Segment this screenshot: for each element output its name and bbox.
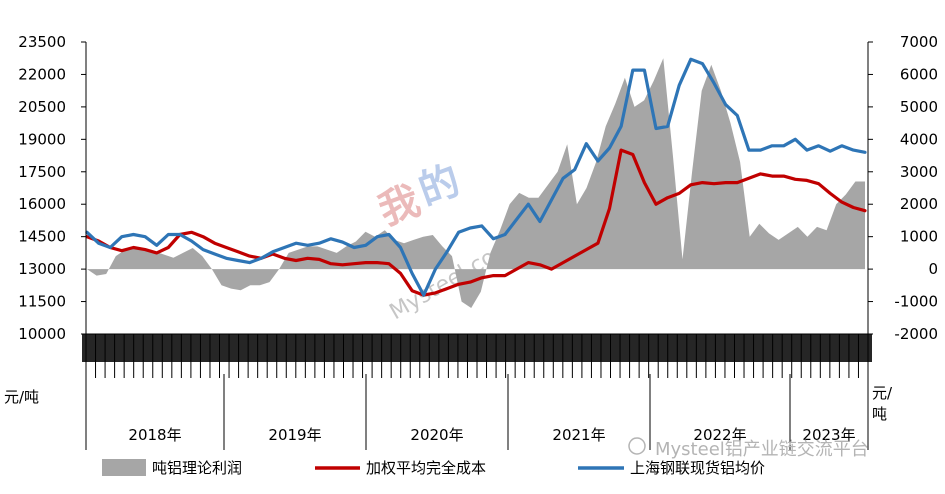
price-lines-layer bbox=[85, 57, 867, 297]
legend-label-cost: 加权平均完全成本 bbox=[366, 459, 486, 477]
left-tick-label: 11500 bbox=[18, 293, 66, 311]
right-tick-label: -1000 bbox=[894, 293, 938, 311]
year-label: 2022年 bbox=[693, 426, 746, 444]
brand-text: Mysteel铝产业链交流平台 bbox=[655, 439, 869, 460]
left-axis-ticks: 23500 22000 20500 19000 17500 16000 14500 13000… bbox=[18, 33, 86, 343]
left-tick-label: 19000 bbox=[18, 130, 66, 148]
year-label: 2023年 bbox=[802, 426, 855, 444]
right-axis-unit-label-1: 元/ bbox=[872, 384, 893, 402]
right-tick-label: 3000 bbox=[900, 163, 938, 181]
profit-area-layer bbox=[87, 58, 865, 309]
left-tick-label: 23500 bbox=[18, 33, 66, 51]
wechat-icon bbox=[628, 437, 646, 455]
legend-swatch-profit bbox=[102, 459, 146, 476]
legend-label-price: 上海钢联现货铝均价 bbox=[630, 459, 765, 477]
watermark-logo-char-2: 的 bbox=[413, 157, 466, 214]
left-tick-label: 13000 bbox=[18, 260, 66, 278]
right-tick-label: 2000 bbox=[900, 195, 938, 213]
series-price-line bbox=[85, 57, 867, 297]
right-tick-label: 4000 bbox=[900, 130, 938, 148]
legend-label-profit: 吨铝理论利润 bbox=[152, 459, 242, 477]
left-tick-label: 16000 bbox=[18, 195, 66, 213]
right-tick-label: 7000 bbox=[900, 33, 938, 51]
year-label: 2020年 bbox=[410, 426, 463, 444]
brand-watermark: Mysteel铝产业链交流平台 bbox=[628, 437, 869, 460]
left-tick-label: 22000 bbox=[18, 65, 66, 83]
left-tick-label: 14500 bbox=[18, 228, 66, 246]
legend: 吨铝理论利润 加权平均完全成本 上海钢联现货铝均价 bbox=[102, 459, 765, 477]
series-profit-area bbox=[87, 58, 865, 309]
right-tick-label: 0 bbox=[928, 260, 938, 278]
right-tick-label: 6000 bbox=[900, 65, 938, 83]
x-axis-band: 2018年 2019年 2020年 2021年 2022年 2023年 bbox=[82, 334, 872, 450]
right-tick-label: -2000 bbox=[894, 325, 938, 343]
left-tick-label: 10000 bbox=[18, 325, 66, 343]
right-tick-label: 1000 bbox=[900, 228, 938, 246]
right-tick-label: 5000 bbox=[900, 98, 938, 116]
left-tick-label: 17500 bbox=[18, 163, 66, 181]
year-label: 2019年 bbox=[268, 426, 321, 444]
series-cost-line bbox=[85, 148, 867, 297]
right-axis-unit-label-2: 吨 bbox=[872, 405, 887, 423]
left-tick-label: 20500 bbox=[18, 98, 66, 116]
year-label: 2018年 bbox=[128, 426, 181, 444]
left-axis-unit-label: 元/吨 bbox=[4, 388, 39, 406]
year-label: 2021年 bbox=[552, 426, 605, 444]
right-axis-ticks: 7000 6000 5000 4000 3000 2000 1000 0 -1000 -2000 bbox=[868, 33, 938, 343]
